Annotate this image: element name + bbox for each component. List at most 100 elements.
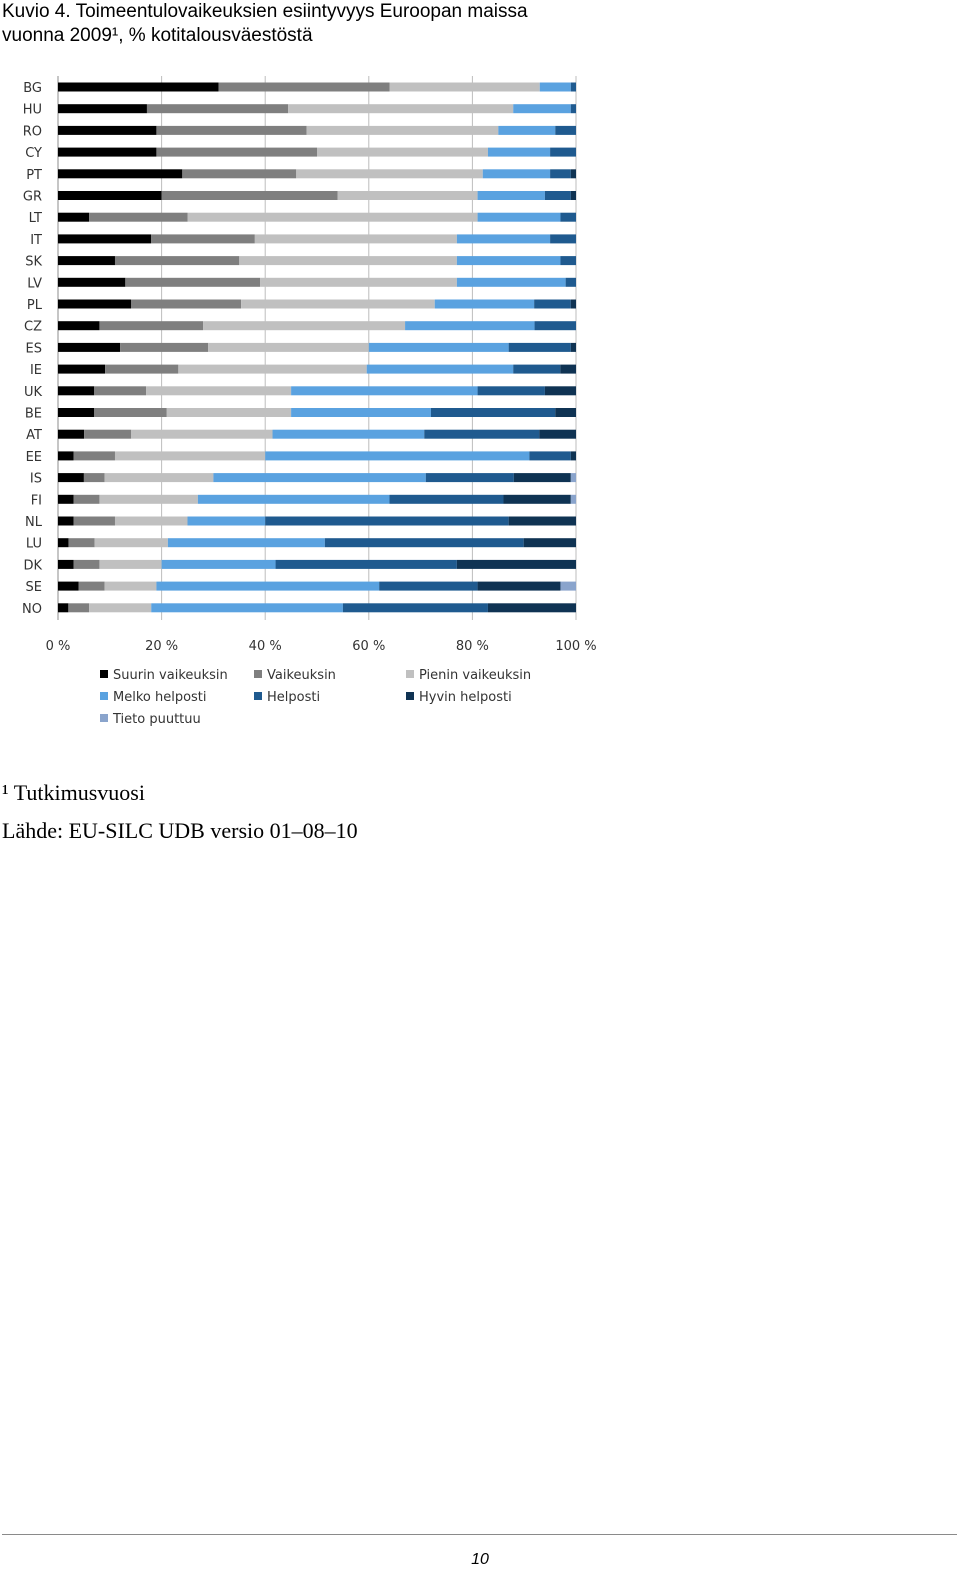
bar-segment xyxy=(570,169,576,179)
bar-segment xyxy=(342,603,488,613)
bar-segment xyxy=(405,321,535,331)
bar-segment xyxy=(213,473,426,483)
bar-segment xyxy=(296,169,483,179)
bar-segment xyxy=(288,104,514,114)
bar-segment xyxy=(58,125,157,135)
bar-segment xyxy=(570,451,576,461)
bar-segment xyxy=(131,429,273,439)
category-label: CY xyxy=(25,146,42,161)
bar-segment xyxy=(167,538,325,548)
bar-segment xyxy=(254,234,457,244)
category-label: LV xyxy=(27,276,42,291)
bar-segment xyxy=(89,212,188,222)
legend-label: Vaikeuksin xyxy=(267,668,336,683)
bar-segment xyxy=(539,429,576,439)
legend-label: Melko helposti xyxy=(113,690,207,705)
bar-segment xyxy=(534,299,571,309)
bar-segment xyxy=(151,603,343,613)
bar-segment xyxy=(58,581,79,591)
bar-segment xyxy=(182,169,297,179)
bar-segment xyxy=(156,147,317,157)
bar-segment xyxy=(78,581,105,591)
category-label: BE xyxy=(25,407,42,422)
bar-segment xyxy=(555,125,576,135)
bar-segment xyxy=(58,169,183,179)
legend-label: Pienin vaikeuksin xyxy=(419,668,531,683)
bar-segment xyxy=(218,82,390,92)
legend-label: Helposti xyxy=(267,690,320,705)
bar-segment xyxy=(58,494,74,504)
category-label: DK xyxy=(23,558,42,573)
bar-segment xyxy=(550,169,571,179)
bar-segment xyxy=(104,581,157,591)
bar-segment xyxy=(534,321,576,331)
bar-segment xyxy=(544,191,571,200)
bar-segment xyxy=(456,256,561,266)
legend-label: Suurin vaikeuksin xyxy=(113,668,228,683)
bar-segment xyxy=(389,494,504,504)
bar-segment xyxy=(58,408,95,417)
bar-segment xyxy=(58,299,132,309)
bar-segment xyxy=(317,147,488,157)
bar-segment xyxy=(570,473,576,483)
bar-segment xyxy=(570,104,576,114)
bar-segment xyxy=(114,451,266,461)
bar-segment xyxy=(555,408,576,417)
category-label: SE xyxy=(26,580,42,595)
bar-segment xyxy=(291,386,478,396)
category-label: LT xyxy=(29,211,42,226)
bar-segment xyxy=(272,429,425,439)
bar-segment xyxy=(94,408,167,417)
x-tick-label: 80 % xyxy=(456,639,489,654)
bar-segment xyxy=(58,364,106,374)
bar-segment xyxy=(161,191,338,200)
bar-segment xyxy=(58,538,69,548)
bar-segment xyxy=(368,342,509,352)
x-tick-label: 60 % xyxy=(352,639,385,654)
bar-segment xyxy=(114,516,188,526)
legend-swatch xyxy=(406,692,414,700)
category-label: PT xyxy=(26,168,42,183)
x-tick-label: 40 % xyxy=(249,639,282,654)
bar-segment xyxy=(58,516,74,526)
bar-segment xyxy=(508,516,576,526)
bar-segment xyxy=(523,538,576,548)
bar-segment xyxy=(570,191,576,200)
bar-segment xyxy=(487,147,551,157)
bar-segment xyxy=(58,451,74,461)
bar-segment xyxy=(99,321,204,331)
category-label: NL xyxy=(25,515,43,530)
bar-segment xyxy=(58,82,219,92)
bar-segment xyxy=(161,559,276,569)
bar-segment xyxy=(560,212,576,222)
bar-segment xyxy=(529,451,571,461)
category-label: IS xyxy=(30,472,42,487)
bar-segment xyxy=(570,299,576,309)
bar-segment xyxy=(58,386,95,396)
bar-segment xyxy=(260,277,457,287)
bar-segment xyxy=(73,451,115,461)
bar-segment xyxy=(487,603,576,613)
bar-segment xyxy=(68,538,95,548)
category-label: HU xyxy=(23,103,42,118)
bar-segment xyxy=(58,603,69,613)
stacked-bar-chart: BG HU RO CY PT GR LT IT SK LV PL CZ ES IE UK BE AT EE IS FI… xyxy=(22,76,597,727)
bar-segment xyxy=(58,256,115,266)
category-label: RO xyxy=(23,124,42,139)
category-label: CZ xyxy=(24,320,42,335)
figure-title-line-2: vuonna 2009¹, % kotitalousväestöstä xyxy=(2,25,313,46)
bar-segment xyxy=(58,559,74,569)
bar-segment xyxy=(379,581,478,591)
bar-segment xyxy=(58,321,100,331)
bar-segment xyxy=(73,516,115,526)
bar-segment xyxy=(104,473,214,483)
bar-segment xyxy=(58,147,157,157)
bar-segment xyxy=(146,386,292,396)
bar-segment xyxy=(178,364,367,374)
bar-segment xyxy=(477,212,561,222)
category-label: PL xyxy=(27,298,43,313)
page-number: 10 xyxy=(471,1551,489,1568)
bar-segment xyxy=(503,494,571,504)
bar-segment xyxy=(58,104,147,114)
bar-segment xyxy=(203,321,406,331)
